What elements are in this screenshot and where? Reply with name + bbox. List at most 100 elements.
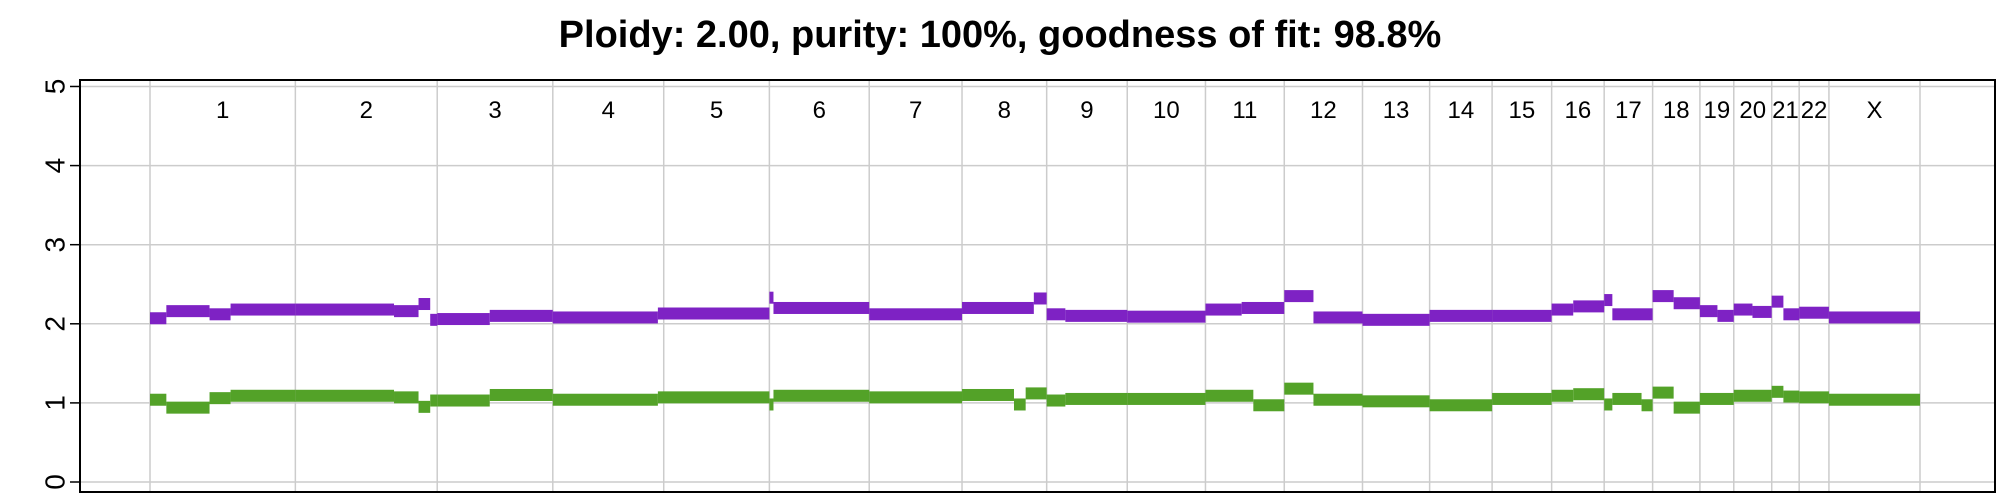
chromosome-label: 22 (1801, 97, 1828, 124)
major-copy-number-segment (1551, 303, 1574, 316)
chromosome-label: 15 (1509, 97, 1536, 124)
minor-copy-number-segment (1551, 389, 1574, 402)
major-copy-number-segment (230, 303, 296, 316)
major-copy-number-segment (1612, 308, 1653, 321)
major-copy-number-segment (869, 308, 963, 321)
minor-copy-number-segment (1699, 392, 1734, 405)
major-copy-number-segment (1828, 311, 1920, 324)
chromosome-label: 16 (1565, 97, 1592, 124)
chromosome-label: X (1866, 97, 1882, 124)
major-copy-number-segment (489, 309, 553, 322)
chromosome-label: 18 (1663, 97, 1690, 124)
major-copy-number-segment (1241, 301, 1285, 314)
minor-copy-number-segment (552, 393, 658, 406)
chromosome-label: 1 (216, 97, 229, 124)
minor-copy-number-segment (1733, 389, 1772, 402)
major-copy-number-segment (657, 307, 770, 320)
chromosome-label: 7 (909, 97, 922, 124)
minor-copy-number-segment (1313, 393, 1363, 406)
minor-copy-number-segment (1673, 401, 1700, 414)
major-copy-number-segment (769, 291, 774, 304)
major-copy-number-segment (1205, 303, 1242, 316)
minor-copy-number-segment (1046, 394, 1066, 407)
chromosome-label: 3 (488, 97, 501, 124)
major-copy-number-segment (150, 312, 167, 325)
major-copy-number-segment (1313, 311, 1363, 324)
minor-copy-number-segment (1641, 399, 1653, 412)
major-copy-number-segment (1673, 297, 1700, 310)
chromosome-label: 19 (1703, 97, 1730, 124)
minor-copy-number-segment (869, 391, 963, 404)
chromosome-label: 10 (1153, 97, 1180, 124)
minor-copy-number-segment (394, 391, 419, 404)
chromosome-label: 8 (998, 97, 1011, 124)
major-copy-number-segment (773, 301, 870, 314)
minor-copy-number-segment (1828, 393, 1920, 406)
major-copy-number-segment (394, 305, 419, 318)
minor-copy-number-segment (295, 389, 395, 402)
major-copy-number-segment (437, 313, 490, 326)
major-copy-number-segment (1033, 292, 1047, 305)
y-tick-label: 1 (40, 395, 71, 411)
chromosome-label: 6 (813, 97, 826, 124)
y-tick-label: 4 (40, 158, 71, 174)
major-copy-number-segment (418, 298, 431, 311)
major-copy-number-segment (552, 311, 658, 324)
minor-copy-number-segment (209, 392, 231, 405)
minor-copy-number-segment (1604, 398, 1613, 411)
major-copy-number-segment (1065, 309, 1128, 322)
major-copy-number-segment (209, 308, 231, 321)
minor-copy-number-segment (1612, 392, 1642, 405)
major-copy-number-segment (1733, 303, 1753, 316)
major-copy-number-segment (1284, 290, 1314, 303)
chromosome-label: 12 (1310, 97, 1337, 124)
chromosome-label: 5 (710, 97, 723, 124)
minor-copy-number-segment (1362, 395, 1430, 408)
minor-copy-number-segment (418, 400, 431, 413)
minor-copy-number-segment (430, 394, 438, 407)
y-tick-label: 5 (40, 79, 71, 95)
chromosome-label: 2 (360, 97, 373, 124)
minor-copy-number-segment (1492, 392, 1552, 405)
major-copy-number-segment (1492, 309, 1552, 322)
major-copy-number-segment (1752, 305, 1772, 318)
y-tick-label: 3 (40, 237, 71, 253)
minor-copy-number-segment (1652, 386, 1674, 399)
major-copy-number-segment (1771, 295, 1784, 308)
minor-copy-number-segment (1013, 398, 1026, 411)
minor-copy-number-segment (1771, 385, 1784, 398)
major-copy-number-segment (1652, 290, 1674, 303)
major-copy-number-segment (1573, 300, 1605, 313)
minor-copy-number-segment (1065, 392, 1128, 405)
chromosome-label: 4 (602, 97, 615, 124)
major-copy-number-segment (962, 301, 1034, 314)
minor-copy-number-segment (962, 388, 1014, 401)
minor-copy-number-segment (1025, 387, 1047, 400)
minor-copy-number-segment (1253, 399, 1285, 412)
minor-copy-number-segment (150, 393, 167, 406)
minor-copy-number-segment (1284, 382, 1314, 395)
minor-copy-number-segment (1127, 392, 1206, 405)
major-copy-number-segment (295, 303, 395, 316)
minor-copy-number-segment (489, 388, 553, 401)
chromosome-label: 14 (1448, 97, 1475, 124)
major-copy-number-segment (1046, 308, 1066, 321)
minor-copy-number-segment (166, 401, 210, 414)
chromosome-label: 11 (1232, 97, 1257, 124)
minor-copy-number-segment (1205, 389, 1254, 402)
minor-copy-number-segment (773, 389, 870, 402)
y-tick-label: 2 (40, 316, 71, 332)
major-copy-number-segment (1799, 306, 1829, 319)
plot-frame (79, 79, 1996, 493)
minor-copy-number-segment (769, 398, 774, 411)
minor-copy-number-segment (1799, 391, 1829, 404)
chromosome-label: 13 (1383, 97, 1410, 124)
minor-copy-number-segment (1429, 399, 1493, 412)
major-copy-number-segment (430, 313, 438, 326)
major-copy-number-segment (1362, 313, 1430, 326)
chart-title: Ploidy: 2.00, purity: 100%, goodness of … (558, 14, 1442, 56)
major-copy-number-segment (1604, 294, 1613, 307)
minor-copy-number-segment (437, 394, 490, 407)
chromosome-label: 9 (1080, 97, 1093, 124)
